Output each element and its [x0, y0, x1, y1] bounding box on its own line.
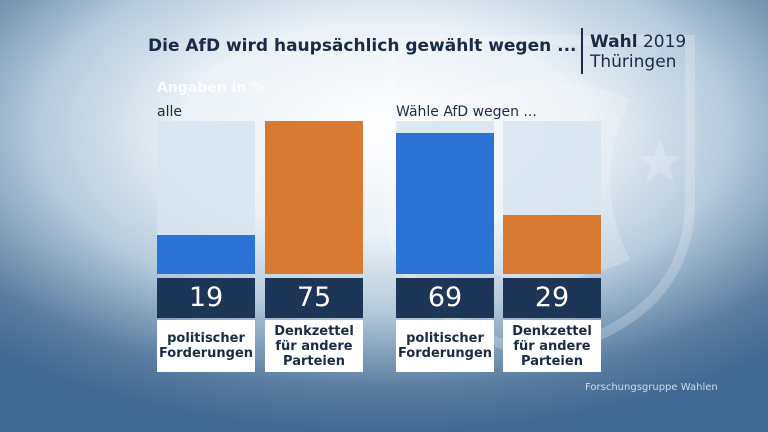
value-label-4: 29 — [503, 278, 601, 318]
category-text-4: Denkzettel für andere Parteien — [512, 323, 592, 369]
bar-track-4 — [503, 121, 601, 274]
bar-track-1 — [157, 121, 255, 274]
logo-wahl: Wahl — [590, 32, 638, 52]
category-label-2: Denkzettel für andere Parteien — [265, 320, 363, 372]
value-label-3: 69 — [396, 278, 494, 318]
bar-alle-politischer-forderungen — [157, 235, 255, 274]
bar-alle-denkzettel — [265, 121, 363, 274]
bar-track-3 — [396, 121, 494, 274]
value-label-1: 19 — [157, 278, 255, 318]
source-label: Forschungsgruppe Wahlen — [585, 382, 718, 393]
unit-label: Angaben in % — [157, 80, 266, 96]
category-label-4: Denkzettel für andere Parteien — [503, 320, 601, 372]
bar-afd-denkzettel — [503, 214, 601, 274]
category-text-1: politischer Forderungen — [158, 331, 254, 361]
category-text-3: politischer Forderungen — [397, 331, 493, 361]
bar-afd-politischer-forderungen — [396, 133, 494, 274]
wahl-logo: Wahl 2019 Thüringen — [590, 32, 686, 72]
value-label-2: 75 — [265, 278, 363, 318]
logo-year: 2019 — [642, 32, 687, 52]
category-label-1: politischer Forderungen — [157, 320, 255, 372]
logo-divider — [581, 28, 583, 74]
chart-title: Die AfD wird haupsächlich gewählt wegen … — [148, 36, 577, 56]
bar-track-2 — [265, 121, 363, 274]
group-label-alle: alle — [157, 104, 182, 120]
category-label-3: politischer Forderungen — [396, 320, 494, 372]
group-label-afd: Wähle AfD wegen ... — [396, 104, 537, 120]
category-text-2: Denkzettel für andere Parteien — [274, 323, 354, 369]
logo-region: Thüringen — [590, 52, 677, 72]
